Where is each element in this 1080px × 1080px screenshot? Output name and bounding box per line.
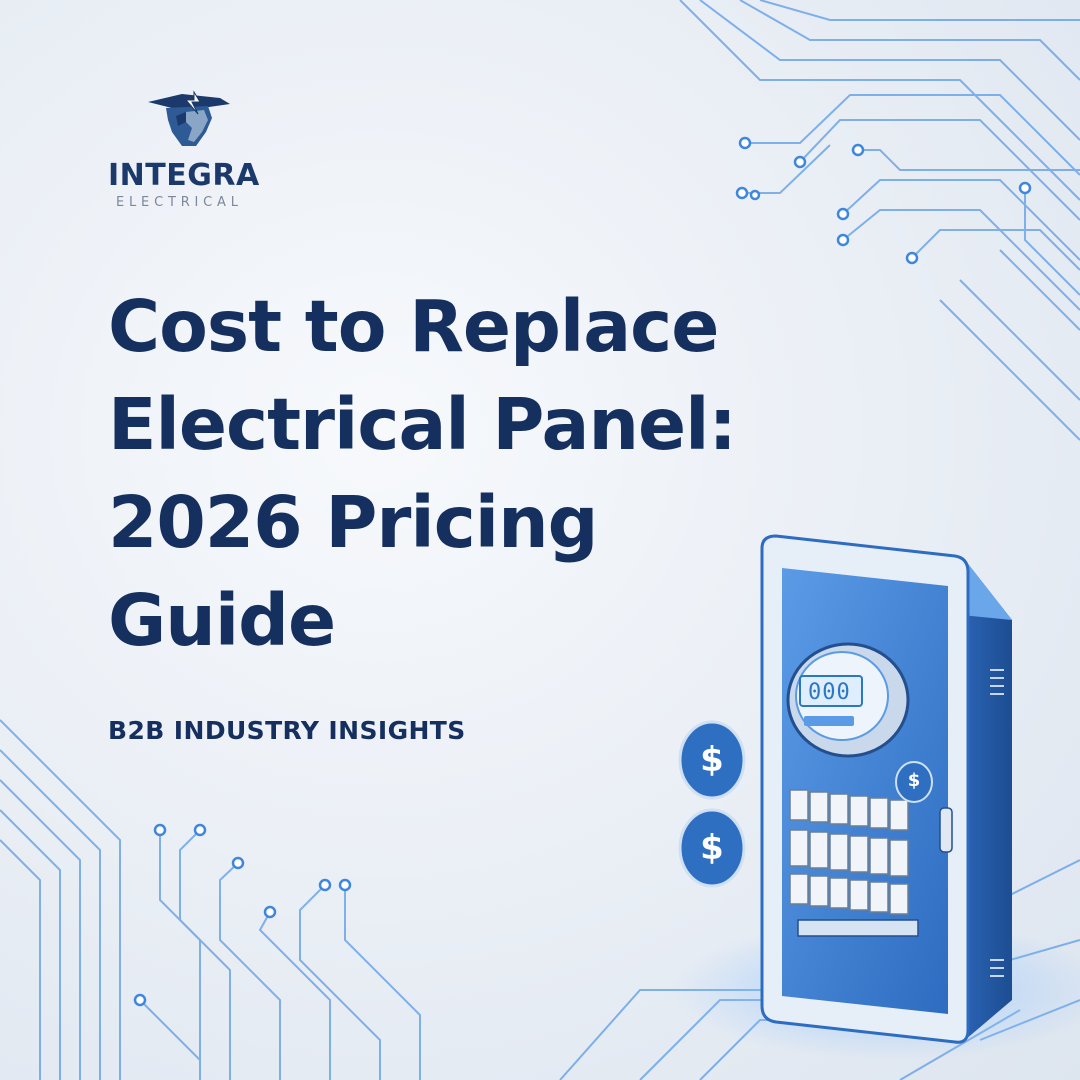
integra-logo-mark xyxy=(148,90,230,146)
headline-line-1: Cost to Replace xyxy=(108,285,719,368)
headline-line-2: Electrical Panel: xyxy=(108,383,737,466)
brand-tagline: ELECTRICAL xyxy=(116,195,243,210)
meter-readout: 000 xyxy=(808,680,851,705)
dollar-coin-icon: $ xyxy=(700,828,724,868)
dollar-coin-icon: $ xyxy=(700,740,724,780)
dollar-coin-icon: $ xyxy=(907,770,921,791)
brand-name: INTEGRA xyxy=(108,158,260,193)
headline-line-3: 2026 Pricing xyxy=(108,481,599,564)
subhead: B2B INDUSTRY INSIGHTS xyxy=(108,716,466,745)
headline: Cost to Replace Electrical Panel: 2026 P… xyxy=(108,278,868,670)
headline-line-4: Guide xyxy=(108,579,336,662)
